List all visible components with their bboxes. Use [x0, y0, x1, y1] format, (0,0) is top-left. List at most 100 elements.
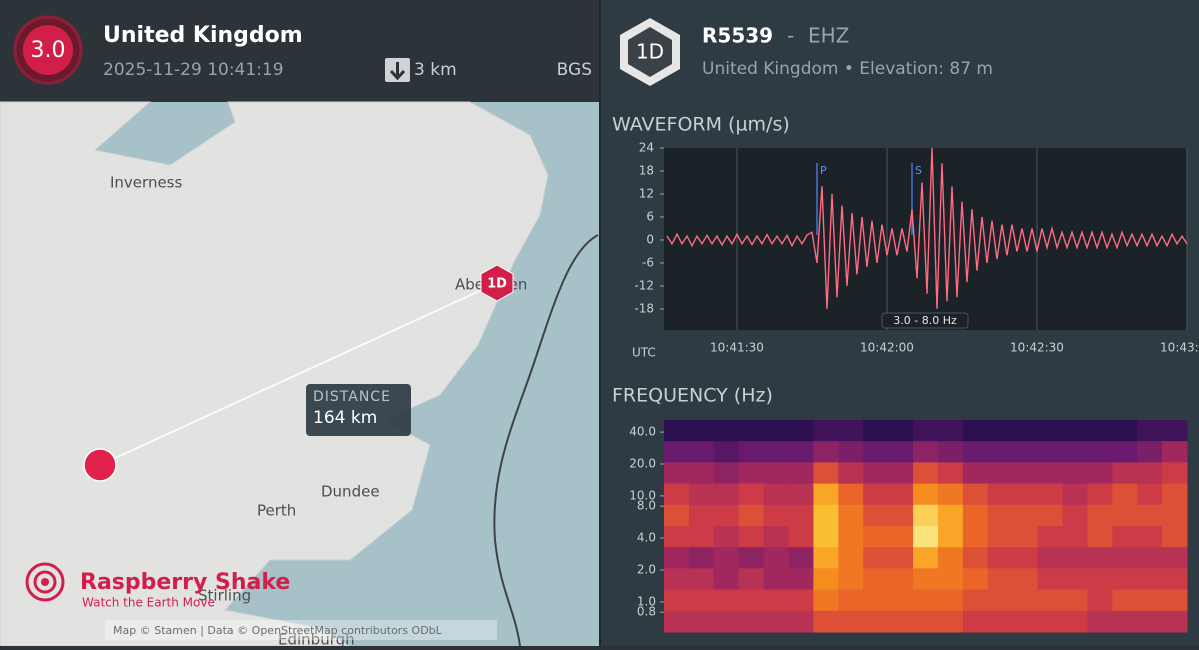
- spectrogram-cell: [1012, 441, 1039, 463]
- filter-box: [881, 312, 969, 329]
- spectrogram-cell: [1087, 610, 1113, 633]
- spectrogram-cell: [888, 462, 914, 485]
- spectrogram-cell: [763, 547, 790, 569]
- waveform-title: WAVEFORM (µm/s): [612, 114, 790, 136]
- spectrogram-cell: [713, 420, 740, 442]
- spectrogram-cell: [664, 420, 690, 442]
- spectrogram-cell: [763, 589, 790, 612]
- y-tick-label: 8.0: [637, 499, 656, 513]
- spectrogram-cell: [888, 441, 914, 463]
- x-tick-label: 10:41:30: [710, 341, 764, 355]
- spectrogram-cell: [738, 420, 765, 442]
- spectrogram-cell: [913, 504, 939, 527]
- spectrogram-cell: [688, 462, 715, 485]
- spectrogram-cell: [838, 526, 864, 548]
- spectrogram-cell: [838, 483, 864, 506]
- spectrogram-cell: [863, 462, 889, 485]
- spectrogram-cell: [1162, 568, 1188, 591]
- spectrogram-cell: [838, 504, 864, 527]
- spectrogram-cell: [888, 420, 914, 442]
- spectrogram: 40.0 20.0 10.08.0 4.0 2.0 1.00.8: [629, 420, 1188, 633]
- spectrogram-cell: [738, 504, 765, 527]
- attribution[interactable]: Map © Stamen | Data © OpenStreetMap cont…: [113, 624, 443, 637]
- x-tick-label: 10:42:00: [860, 341, 914, 355]
- y-tick-label: 1.0: [637, 594, 656, 608]
- spectrogram-cell: [1112, 483, 1138, 506]
- spectrogram-cell: [913, 462, 939, 485]
- station-channel: EHZ: [808, 24, 849, 48]
- spectrogram-cell: [664, 526, 690, 548]
- spectrogram-cell: [888, 610, 914, 633]
- phase-label: S: [915, 164, 922, 177]
- logo-tagline: Watch the Earth Move: [82, 596, 215, 610]
- spectrogram-cell: [987, 526, 1014, 548]
- y-tick-label: 6: [646, 209, 654, 223]
- spectrogram-cell: [763, 504, 790, 527]
- spectrogram-cell: [913, 568, 939, 591]
- spectrogram-cell: [788, 610, 814, 633]
- spectrogram-cell: [738, 547, 765, 569]
- spectrogram-cell: [813, 504, 839, 527]
- x-tick-label: 10:43:00: [1160, 341, 1199, 355]
- spectrogram-cell: [1162, 441, 1188, 463]
- spectrogram-cell: [713, 547, 740, 569]
- spectrogram-cell: [788, 526, 814, 548]
- spectrogram-cell: [788, 420, 814, 442]
- spectrogram-cell: [763, 420, 790, 442]
- spectrogram-cell: [788, 483, 814, 506]
- spectrogram-cell: [788, 441, 814, 463]
- event-region[interactable]: United Kingdom: [103, 23, 303, 48]
- spectrogram-cell: [937, 483, 964, 506]
- epicenter-marker[interactable]: [83, 448, 117, 482]
- spectrogram-cell: [1112, 441, 1138, 463]
- logo: Raspberry Shake: [80, 570, 290, 595]
- place-label: Perth: [257, 502, 296, 520]
- x-tick-label: 10:42:30: [1010, 341, 1064, 355]
- spectrogram-cell: [937, 547, 964, 569]
- spectrogram-cell: [664, 462, 690, 485]
- spectrogram-cell: [738, 589, 765, 612]
- spectrogram-cell: [738, 462, 765, 485]
- station-code: R5539: [702, 24, 773, 48]
- spectrogram-cell: [1087, 462, 1113, 485]
- station-marker[interactable]: [480, 264, 514, 302]
- spectrogram-cell: [738, 526, 765, 548]
- spectrogram-cell: [1137, 589, 1163, 612]
- spectrogram-cell: [1137, 504, 1163, 527]
- spectrogram-cell: [738, 568, 765, 591]
- spectrogram-cell: [863, 483, 889, 506]
- spectrogram-cell: [813, 610, 839, 633]
- spectrogram-cell: [713, 610, 740, 633]
- spectrogram-cell: [713, 441, 740, 463]
- spectrogram-cell: [1062, 568, 1088, 591]
- spectrogram-cell: [987, 462, 1014, 485]
- spectrogram-cell: [738, 441, 765, 463]
- spectrogram-cell: [688, 547, 715, 569]
- spectrogram-cell: [1087, 420, 1113, 442]
- land: [0, 101, 549, 647]
- filter-label: 3.0 - 8.0 Hz: [893, 314, 957, 327]
- spectrogram-cell: [1112, 526, 1138, 548]
- spectrogram-cell: [688, 610, 715, 633]
- spectrogram-cell: [937, 589, 964, 612]
- spectrogram-cell: [738, 483, 765, 506]
- spectrogram-cell: [1062, 462, 1088, 485]
- event-depth: 3 km: [414, 60, 457, 80]
- spectrogram-cell: [1062, 589, 1088, 612]
- spectrogram-cell: [664, 568, 690, 591]
- spectrogram-cell: [813, 547, 839, 569]
- spectrogram-cell: [962, 441, 989, 463]
- spectrogram-cell: [987, 547, 1014, 569]
- spectrogram-cell: [713, 504, 740, 527]
- spectrogram-cell: [962, 610, 989, 633]
- map[interactable]: Inverness Aberdeen Perth Dundee Stirling…: [0, 101, 600, 649]
- spectrogram-cell: [888, 589, 914, 612]
- spectrogram-cell: [937, 568, 964, 591]
- magnitude-core: [23, 25, 73, 75]
- y-tick-label: 40.0: [629, 425, 656, 439]
- spectrogram-cell: [1162, 483, 1188, 506]
- spectrogram-cell: [664, 547, 690, 569]
- spectrogram-cell: [863, 547, 889, 569]
- spectrogram-cell: [1162, 526, 1188, 548]
- spectrogram-cell: [913, 589, 939, 612]
